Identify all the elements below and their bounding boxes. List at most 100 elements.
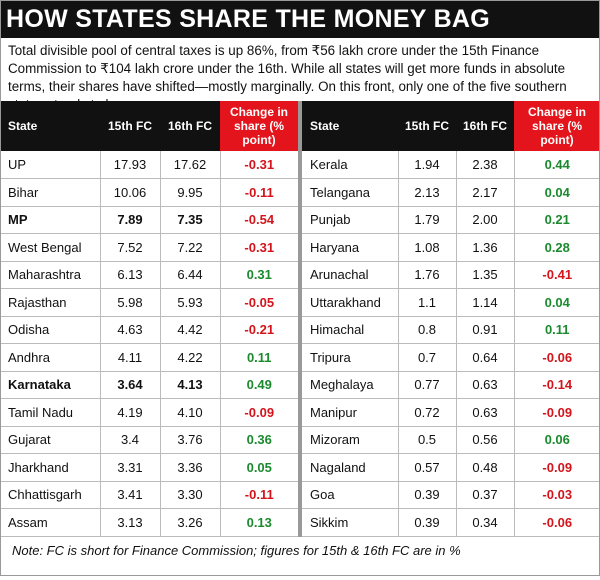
cell: 0.39 [398,481,457,509]
cell: 3.41 [100,481,161,509]
tbody: UP 17.93 17.62 -0.31 Bihar 10.06 9.95 -0.11 MP 7.… [0,151,298,537]
cell: 0.7 [398,343,457,372]
cell: 0.8 [398,316,457,344]
state-name: Karnataka [0,371,101,399]
row: Nagaland 0.57 0.48 -0.09 [302,453,600,482]
cell: 0.5 [398,426,457,454]
cell: -0.06 [514,508,600,537]
cell: 17.93 [100,151,161,179]
row: Tripura 0.7 0.64 -0.06 [302,343,600,372]
cell: 9.95 [160,178,221,207]
cell: 0.04 [514,178,600,207]
cell: 0.77 [398,371,457,399]
state-name: Mizoram [302,426,399,454]
cell: 0.11 [220,343,298,372]
state-name: Nagaland [302,453,399,482]
cell: 7.35 [160,206,221,234]
cell: 3.30 [160,481,221,509]
row: Manipur 0.72 0.63 -0.09 [302,398,600,427]
cell: -0.14 [514,371,600,399]
cell: -0.54 [220,206,298,234]
cell: 0.04 [514,288,600,317]
cell: -0.31 [220,151,298,179]
cell: 7.89 [100,206,161,234]
cell: 4.42 [160,316,221,344]
row: Andhra 4.11 4.22 0.11 [0,343,298,372]
state-name: Maharashtra [0,261,101,289]
cell: 4.63 [100,316,161,344]
state-name: Assam [0,508,101,537]
row: Gujarat 3.4 3.76 0.36 [0,426,298,454]
cell: 7.22 [160,233,221,262]
header-row: State 15th FC 16th FC Change in share (% po… [0,101,298,151]
cell: 0.37 [456,481,515,509]
row: Sikkim 0.39 0.34 -0.06 [302,508,600,537]
state-name: Uttarakhand [302,288,399,317]
row: Himachal 0.8 0.91 0.11 [302,316,600,344]
cell: 6.13 [100,261,161,289]
tbody: Kerala 1.94 2.38 0.44 Telangana 2.13 2.17 0.04 P… [302,151,600,537]
cell: 0.05 [220,453,298,482]
cell: 10.06 [100,178,161,207]
row: UP 17.93 17.62 -0.31 [0,151,298,179]
cell: -0.09 [514,398,600,427]
cell: 0.11 [514,316,600,344]
cell: 7.52 [100,233,161,262]
row: West Bengal 7.52 7.22 -0.31 [0,233,298,262]
cell: 6.44 [160,261,221,289]
cell: 0.56 [456,426,515,454]
column-header: State [302,101,398,151]
cell: -0.06 [514,343,600,372]
cell: -0.21 [220,316,298,344]
row: Chhattisgarh 3.41 3.30 -0.11 [0,481,298,509]
column-header: Change in share (% point) [220,101,298,151]
cell: 0.49 [220,371,298,399]
cell: 5.93 [160,288,221,317]
cell: 2.00 [456,206,515,234]
cell: 3.4 [100,426,161,454]
cell: 3.36 [160,453,221,482]
cell: 3.13 [100,508,161,537]
state-name: Manipur [302,398,399,427]
title: HOW STATES SHARE THE MONEY BAG [0,0,600,38]
cell: 5.98 [100,288,161,317]
column-header: 15th FC [100,101,160,151]
cell: -0.09 [220,398,298,427]
row: Mizoram 0.5 0.56 0.06 [302,426,600,454]
cell: 3.76 [160,426,221,454]
cell: 4.13 [160,371,221,399]
state-name: Punjab [302,206,399,234]
cell: 1.76 [398,261,457,289]
header-row: State 15th FC 16th FC Change in share (% po… [302,101,600,151]
row: Meghalaya 0.77 0.63 -0.14 [302,371,600,399]
cell: 0.91 [456,316,515,344]
state-name: Kerala [302,151,399,179]
cell: 2.13 [398,178,457,207]
state-name: West Bengal [0,233,101,262]
cell: 1.08 [398,233,457,262]
column-header: State [0,101,100,151]
column-header: Change in share (% point) [514,101,600,151]
row: Tamil Nadu 4.19 4.10 -0.09 [0,398,298,427]
cell: -0.11 [220,178,298,207]
cell: 3.64 [100,371,161,399]
cell: 0.72 [398,398,457,427]
thead: State 15th FC 16th FC Change in share (% po… [0,101,298,151]
divider [298,101,302,537]
cell: 4.19 [100,398,161,427]
cell: 0.63 [456,398,515,427]
cell: 0.21 [514,206,600,234]
cell: 0.48 [456,453,515,482]
cell: -0.09 [514,453,600,482]
cell: 0.13 [220,508,298,537]
cell: -0.11 [220,481,298,509]
cell: 0.36 [220,426,298,454]
state-name: Gujarat [0,426,101,454]
table: State 15th FC 16th FC Change in share (% po… [302,101,600,537]
cell: 4.22 [160,343,221,372]
state-name: Bihar [0,178,101,207]
state-name: Meghalaya [302,371,399,399]
cell: 3.31 [100,453,161,482]
cell: 1.79 [398,206,457,234]
